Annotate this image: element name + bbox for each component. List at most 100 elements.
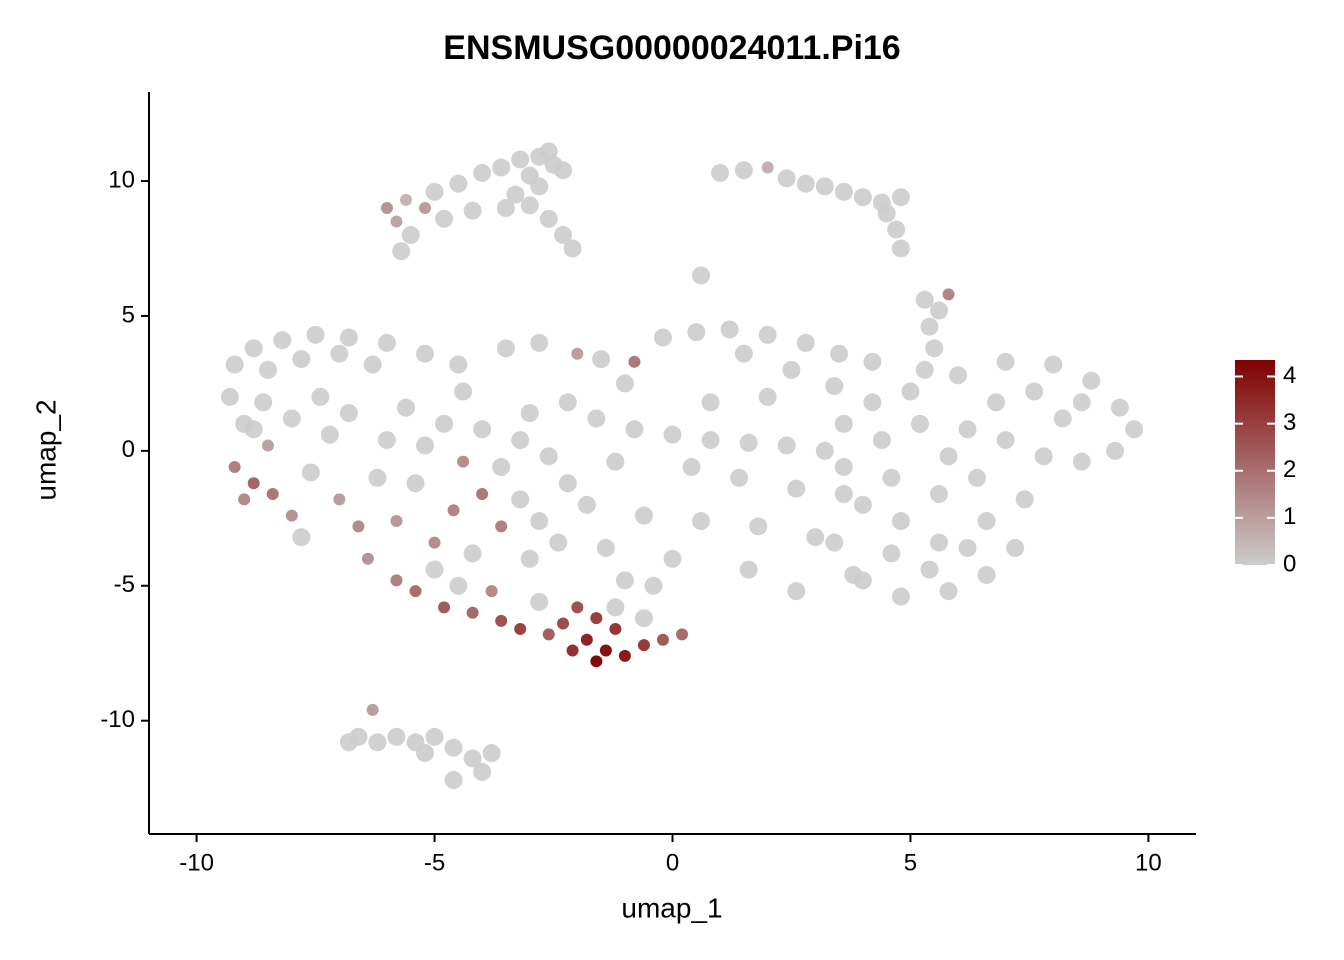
point [571, 601, 584, 614]
colorbar-tick-label: 4 [1283, 362, 1296, 389]
point [380, 202, 393, 215]
point [682, 458, 701, 477]
point [1006, 538, 1025, 557]
point [915, 290, 934, 309]
point [1125, 420, 1144, 439]
point [825, 377, 844, 396]
point [577, 495, 596, 514]
point [425, 727, 444, 746]
point [530, 333, 549, 352]
x-tick-label: 0 [666, 849, 679, 876]
point [606, 452, 625, 471]
point [734, 161, 753, 180]
point [352, 520, 365, 533]
point [891, 188, 910, 207]
point [492, 158, 511, 177]
point [530, 592, 549, 611]
point [247, 477, 260, 490]
point [311, 387, 330, 406]
point [796, 174, 815, 193]
point [863, 352, 882, 371]
point [339, 328, 358, 347]
point [925, 339, 944, 358]
point [825, 533, 844, 552]
point [261, 439, 274, 452]
point [554, 226, 573, 245]
point [401, 226, 420, 245]
point [377, 333, 396, 352]
point [520, 549, 539, 568]
point [939, 447, 958, 466]
point [539, 209, 558, 228]
point [625, 420, 644, 439]
point [530, 177, 549, 196]
point [542, 628, 555, 641]
point [428, 536, 441, 549]
point [815, 441, 834, 460]
point [273, 331, 292, 350]
point [320, 425, 339, 444]
point [887, 220, 906, 239]
point [425, 560, 444, 579]
point [244, 420, 263, 439]
y-tick-label: -5 [114, 571, 135, 598]
point [482, 744, 501, 763]
point [238, 493, 251, 506]
point [225, 355, 244, 374]
y-tick-label: 10 [108, 166, 135, 193]
point [834, 485, 853, 504]
point [496, 339, 515, 358]
point [368, 468, 387, 487]
colorbar-tick-label: 2 [1283, 456, 1296, 483]
point [806, 528, 825, 547]
point [463, 201, 482, 220]
point [758, 387, 777, 406]
point [930, 301, 949, 320]
point [511, 431, 530, 450]
point [549, 533, 568, 552]
point [758, 325, 777, 344]
point [466, 606, 479, 619]
point [396, 398, 415, 417]
point [663, 549, 682, 568]
y-axis-label: umap_2 [30, 399, 61, 500]
point [749, 517, 768, 536]
point [1044, 355, 1063, 374]
point [834, 182, 853, 201]
point [615, 571, 634, 590]
point [796, 333, 815, 352]
point [692, 266, 711, 285]
point [580, 633, 593, 646]
point [787, 582, 806, 601]
point [596, 538, 615, 557]
point [942, 288, 955, 301]
point [987, 393, 1006, 412]
point [787, 479, 806, 498]
point [514, 622, 527, 635]
point [977, 512, 996, 531]
point [615, 374, 634, 393]
point [977, 565, 996, 584]
colorbar-tick-label: 1 [1283, 503, 1296, 530]
point [968, 468, 987, 487]
point [1106, 441, 1125, 460]
point [361, 552, 374, 565]
point [830, 344, 849, 363]
point [220, 387, 239, 406]
point [473, 163, 492, 182]
point [606, 598, 625, 617]
colorbar-tick-label: 3 [1283, 409, 1296, 436]
point [1053, 409, 1072, 428]
point [644, 576, 663, 595]
point [496, 199, 515, 218]
point [285, 509, 298, 522]
point [485, 585, 498, 598]
colorbar-tick-label: 0 [1283, 550, 1296, 577]
point [258, 360, 277, 379]
axes: -10 -5 0 5 10 -10 -5 0 5 10 [100, 92, 1196, 876]
point [701, 393, 720, 412]
point [558, 393, 577, 412]
point [891, 587, 910, 606]
point [996, 431, 1015, 450]
